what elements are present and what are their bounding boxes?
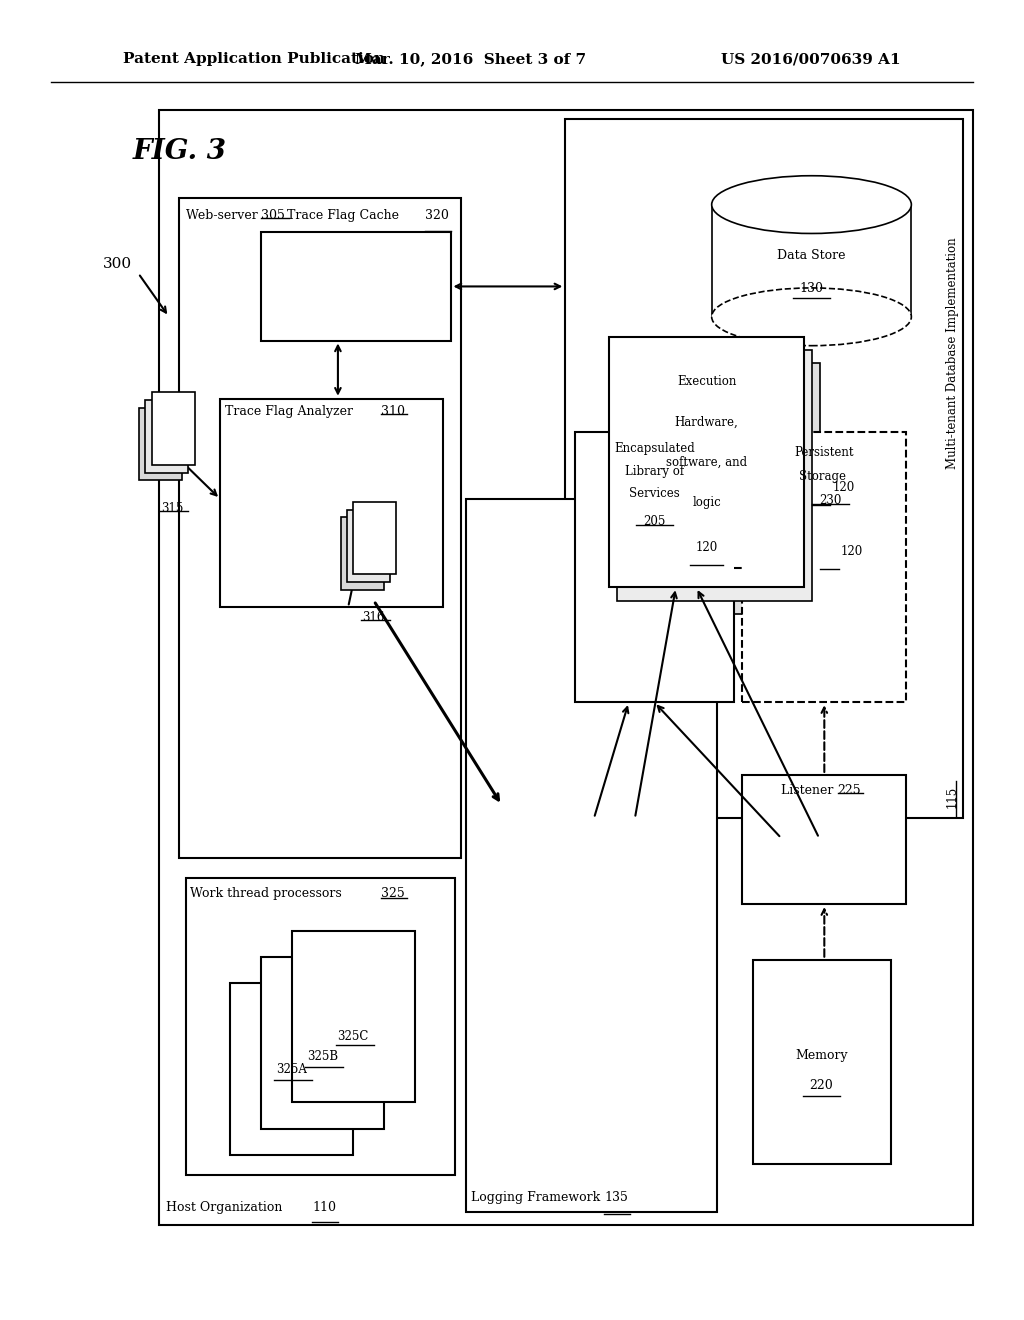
Text: 135: 135 [604,1191,628,1204]
FancyBboxPatch shape [347,510,390,582]
Text: US 2016/0070639 A1: US 2016/0070639 A1 [722,53,901,66]
Text: Persistent: Persistent [795,446,854,459]
FancyBboxPatch shape [466,499,717,1212]
FancyBboxPatch shape [742,775,906,904]
Text: Library of: Library of [625,465,684,478]
Text: Multi-tenant Database Implementation: Multi-tenant Database Implementation [946,234,958,469]
Text: 230: 230 [819,494,842,507]
Text: 120: 120 [841,545,863,557]
FancyBboxPatch shape [230,983,353,1155]
Text: 315: 315 [161,502,183,515]
FancyBboxPatch shape [186,878,455,1175]
Text: 115: 115 [946,785,958,808]
Text: 120: 120 [833,482,855,494]
Text: FIG. 3: FIG. 3 [132,139,226,165]
Text: 316: 316 [362,611,385,624]
Text: Encapsulated: Encapsulated [614,442,694,455]
FancyBboxPatch shape [617,350,812,601]
Text: logic: logic [692,495,721,508]
Text: 325B: 325B [307,1049,338,1063]
Text: Logging Framework: Logging Framework [471,1191,604,1204]
FancyBboxPatch shape [220,399,443,607]
FancyBboxPatch shape [292,931,415,1102]
FancyBboxPatch shape [179,198,461,858]
Text: Work thread processors: Work thread processors [190,887,346,900]
Text: 320: 320 [425,209,449,222]
FancyBboxPatch shape [159,110,973,1225]
Text: Services: Services [629,487,680,500]
Text: 305: 305 [261,209,285,222]
FancyBboxPatch shape [341,517,384,590]
Text: Trace Flag Analyzer: Trace Flag Analyzer [225,405,357,418]
FancyBboxPatch shape [353,502,396,574]
FancyBboxPatch shape [261,957,384,1129]
FancyBboxPatch shape [742,432,906,702]
FancyBboxPatch shape [575,432,734,702]
FancyBboxPatch shape [152,392,195,465]
FancyBboxPatch shape [626,363,820,614]
FancyBboxPatch shape [565,119,963,818]
FancyBboxPatch shape [712,205,911,317]
Text: 310: 310 [381,405,404,418]
Text: Storage: Storage [799,470,850,483]
Text: Hardware,: Hardware, [675,416,738,429]
Text: 300: 300 [103,257,132,271]
Text: Listener: Listener [781,784,838,797]
Text: 325C: 325C [338,1030,369,1043]
Text: 110: 110 [312,1201,336,1214]
Text: 325A: 325A [276,1063,307,1076]
FancyBboxPatch shape [145,400,188,473]
Text: 225: 225 [838,784,861,797]
Text: 220: 220 [809,1078,834,1092]
Text: 325: 325 [381,887,404,900]
Text: Host Organization: Host Organization [166,1201,287,1214]
Ellipse shape [712,176,911,234]
Text: Memory: Memory [795,1049,848,1063]
Text: Patent Application Publication: Patent Application Publication [123,53,385,66]
FancyBboxPatch shape [609,337,804,587]
Text: Data Store: Data Store [777,248,846,261]
FancyBboxPatch shape [261,232,451,341]
Text: 130: 130 [800,282,823,296]
Ellipse shape [712,288,911,346]
Text: Mar. 10, 2016  Sheet 3 of 7: Mar. 10, 2016 Sheet 3 of 7 [355,53,587,66]
Text: 205: 205 [643,515,666,528]
Text: Execution: Execution [677,375,736,388]
Text: Web-server: Web-server [186,209,262,222]
Text: Trace Flag Cache: Trace Flag Cache [287,209,402,222]
Text: software, and: software, and [666,455,748,469]
Text: 120: 120 [695,541,718,554]
FancyBboxPatch shape [139,408,182,480]
FancyBboxPatch shape [753,960,891,1164]
